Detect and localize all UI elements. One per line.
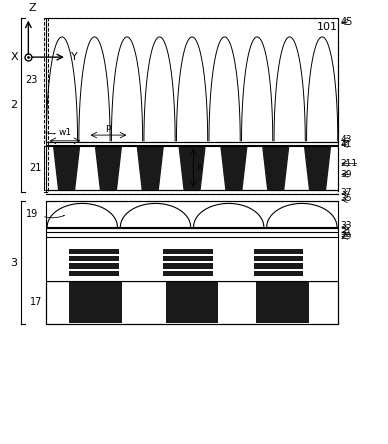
Bar: [44, 18, 48, 192]
Text: Z: Z: [28, 3, 36, 13]
Text: Y: Y: [71, 52, 78, 62]
Text: 31: 31: [340, 228, 352, 237]
Bar: [69, 263, 119, 269]
Polygon shape: [137, 146, 163, 190]
Bar: [163, 271, 213, 276]
Bar: [46, 201, 338, 227]
Text: 33: 33: [340, 221, 352, 230]
Text: 19: 19: [26, 209, 38, 219]
FancyArrowPatch shape: [45, 215, 64, 218]
Text: 17: 17: [29, 297, 42, 307]
Bar: [163, 256, 213, 261]
Bar: [69, 256, 119, 261]
FancyArrowPatch shape: [44, 132, 55, 134]
Bar: [166, 282, 218, 324]
Text: 23: 23: [26, 75, 38, 85]
Bar: [46, 281, 338, 324]
Polygon shape: [263, 146, 289, 190]
Text: 211: 211: [340, 159, 357, 168]
Text: 45: 45: [340, 17, 353, 27]
Bar: [46, 201, 338, 227]
Bar: [163, 263, 213, 269]
Bar: [69, 271, 119, 276]
Bar: [46, 146, 338, 190]
Text: 3: 3: [10, 258, 17, 268]
Text: 101: 101: [317, 22, 338, 32]
Text: w1: w1: [58, 128, 71, 137]
Bar: [253, 256, 303, 261]
Bar: [69, 282, 122, 324]
Bar: [163, 249, 213, 254]
Polygon shape: [179, 146, 205, 190]
Text: 39: 39: [340, 170, 352, 179]
Text: 21: 21: [29, 163, 42, 173]
Text: 2: 2: [10, 100, 17, 110]
Bar: [46, 18, 338, 142]
Polygon shape: [95, 146, 121, 190]
Text: 43: 43: [340, 135, 352, 144]
Polygon shape: [305, 146, 331, 190]
Bar: [69, 249, 119, 254]
Bar: [253, 271, 303, 276]
Bar: [46, 18, 338, 142]
Text: X: X: [11, 52, 19, 62]
Bar: [256, 282, 309, 324]
Text: 35: 35: [340, 194, 352, 203]
Text: h: h: [196, 163, 202, 172]
Bar: [46, 228, 338, 281]
Bar: [46, 18, 338, 194]
Polygon shape: [221, 146, 247, 190]
Bar: [46, 281, 338, 324]
Bar: [46, 146, 338, 190]
Text: 41: 41: [340, 140, 352, 149]
Bar: [253, 263, 303, 269]
Polygon shape: [54, 146, 80, 190]
Text: 29: 29: [340, 232, 352, 241]
Text: 37: 37: [340, 188, 352, 198]
Bar: [253, 249, 303, 254]
FancyArrowPatch shape: [300, 38, 319, 53]
Text: p: p: [106, 123, 111, 131]
